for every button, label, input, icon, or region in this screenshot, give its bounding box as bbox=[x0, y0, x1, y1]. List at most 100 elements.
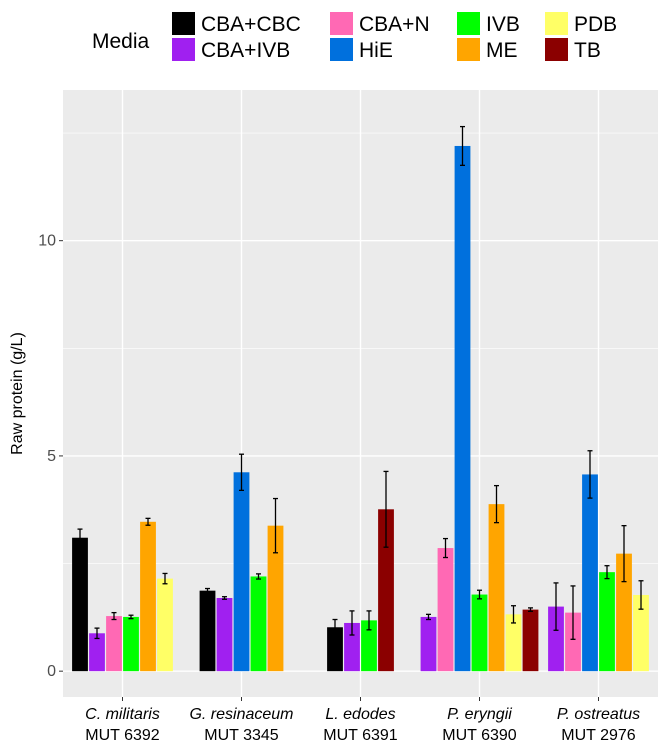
y-tick-label: 0 bbox=[47, 663, 56, 680]
legend-item: HiE bbox=[330, 38, 393, 62]
bar bbox=[522, 609, 539, 672]
error-bar bbox=[128, 614, 134, 620]
legend-swatch bbox=[457, 12, 480, 35]
legend-swatch bbox=[545, 12, 568, 35]
legend-label: CBA+IVB bbox=[201, 39, 290, 62]
bar bbox=[89, 633, 105, 672]
error-bar bbox=[638, 580, 644, 610]
bar bbox=[420, 616, 437, 672]
legend-item: ME bbox=[457, 38, 518, 62]
error-bar bbox=[553, 582, 559, 631]
bar bbox=[361, 620, 377, 672]
error-bar bbox=[332, 618, 338, 636]
bar bbox=[471, 594, 488, 672]
bar bbox=[344, 622, 360, 672]
y-tick-label: 5 bbox=[47, 448, 56, 465]
error-bar bbox=[528, 607, 533, 612]
bar bbox=[140, 521, 156, 672]
bar bbox=[233, 472, 250, 672]
error-bar bbox=[511, 605, 516, 624]
legend-swatch bbox=[457, 38, 480, 61]
legend-swatch bbox=[172, 12, 195, 35]
x-tick-label-species: C. militaris bbox=[85, 706, 160, 723]
legend-item: CBA+IVB bbox=[172, 38, 290, 62]
legend-label: TB bbox=[574, 39, 601, 62]
legend-title: Media bbox=[92, 30, 150, 53]
bar bbox=[488, 504, 505, 672]
bar bbox=[548, 606, 564, 672]
legend-item: IVB bbox=[457, 12, 520, 36]
error-bar bbox=[366, 610, 372, 631]
legend-item: CBA+N bbox=[330, 12, 430, 36]
x-tick-label-strain: MUT 3345 bbox=[204, 727, 279, 744]
legend-swatch bbox=[172, 38, 195, 61]
x-tick-label-species: G. resinaceum bbox=[189, 706, 293, 723]
legend-item: PDB bbox=[545, 12, 617, 36]
bar bbox=[599, 572, 615, 672]
x-tick-label-strain: MUT 6392 bbox=[85, 727, 160, 744]
bar bbox=[565, 612, 581, 672]
bar bbox=[327, 627, 343, 672]
error-bar bbox=[570, 585, 576, 640]
legend-label: HiE bbox=[359, 39, 393, 62]
y-axis: 0 5 10 bbox=[38, 233, 63, 680]
legend-swatch bbox=[330, 38, 353, 61]
y-axis-title: Raw protein (g/L) bbox=[9, 332, 26, 455]
error-bar bbox=[222, 596, 227, 600]
error-bar bbox=[111, 611, 117, 621]
error-bar bbox=[621, 525, 627, 583]
error-bar bbox=[494, 484, 499, 524]
x-tick-label-strain: MUT 2976 bbox=[561, 727, 636, 744]
error-bar bbox=[77, 528, 83, 547]
error-bar bbox=[205, 587, 210, 594]
y-tick-label: 10 bbox=[38, 233, 56, 250]
legend-swatch bbox=[545, 38, 568, 61]
bar bbox=[616, 553, 632, 672]
bar bbox=[106, 616, 122, 672]
error-bar bbox=[460, 125, 465, 166]
bar bbox=[250, 576, 267, 672]
error-bar bbox=[162, 572, 168, 585]
bar bbox=[582, 474, 598, 672]
bar bbox=[378, 509, 394, 672]
error-bar bbox=[604, 565, 610, 580]
error-bar bbox=[383, 470, 389, 548]
bar bbox=[633, 594, 649, 672]
legend-label: IVB bbox=[486, 13, 520, 36]
bar bbox=[437, 548, 454, 672]
x-tick-label-species: P. eryngii bbox=[447, 706, 512, 723]
legend-item: TB bbox=[545, 38, 601, 62]
legend-label: ME bbox=[486, 39, 518, 62]
bar bbox=[157, 578, 173, 672]
bar bbox=[505, 614, 522, 672]
error-bar bbox=[239, 453, 244, 492]
bar bbox=[72, 537, 88, 672]
legend-label: CBA+CBC bbox=[201, 13, 301, 36]
x-tick-label-strain: MUT 6391 bbox=[323, 727, 398, 744]
error-bar bbox=[477, 589, 482, 600]
error-bar bbox=[587, 450, 593, 499]
x-tick-label-species: P. ostreatus bbox=[557, 706, 640, 723]
bar bbox=[123, 616, 139, 672]
bar bbox=[216, 597, 233, 672]
legend: Media CBA+CBC CBA+IVB CBA+N HiE IVB ME PDB TB bbox=[92, 12, 617, 62]
error-bar bbox=[94, 627, 100, 640]
x-tick-label-strain: MUT 6390 bbox=[442, 727, 517, 744]
error-bar bbox=[349, 610, 355, 636]
error-bar bbox=[256, 573, 261, 580]
x-tick-label-species: L. edodes bbox=[325, 706, 395, 723]
error-bar bbox=[426, 613, 431, 621]
x-axis: C. militaris MUT 6392 G. resinaceum MUT 334… bbox=[85, 697, 640, 744]
error-bar bbox=[273, 497, 278, 554]
bars bbox=[72, 145, 649, 672]
bar bbox=[267, 525, 284, 672]
bar bbox=[454, 145, 471, 672]
error-bar bbox=[443, 537, 448, 559]
legend-swatch bbox=[330, 12, 353, 35]
error-bar bbox=[145, 517, 151, 526]
error-bars bbox=[77, 125, 644, 640]
legend-label: CBA+N bbox=[359, 13, 430, 36]
legend-item: CBA+CBC bbox=[172, 12, 301, 36]
bar bbox=[199, 590, 216, 672]
